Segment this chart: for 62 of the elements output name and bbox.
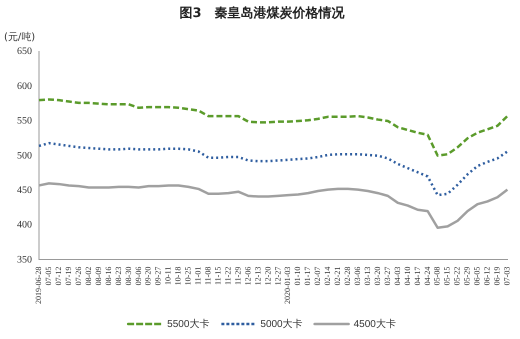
x-tick-label: 01-10 <box>293 266 302 286</box>
x-tick-label: 12-20 <box>263 266 272 286</box>
legend-label: 5000大卡 <box>260 318 303 330</box>
x-tick-label: 08-30 <box>124 266 133 286</box>
y-tick-label: 450 <box>17 184 32 196</box>
x-tick-label: 05-15 <box>442 266 452 286</box>
x-tick-label: 02-07 <box>313 266 322 286</box>
x-tick-label: 07-19 <box>64 266 73 286</box>
x-tick-label: 08-23 <box>114 266 123 286</box>
y-tick-label: 400 <box>17 220 32 231</box>
x-tick-label: 03-20 <box>372 266 382 286</box>
x-tick-label: 02-28 <box>343 266 352 286</box>
x-tick-label: 01-17 <box>303 266 312 286</box>
x-tick-label: 07-26 <box>74 266 83 286</box>
legend-label: 5500大卡 <box>167 318 210 330</box>
x-tick-label: 02-21 <box>333 266 342 286</box>
x-tick-label: 02-14 <box>323 266 332 286</box>
x-tick-label: 09-27 <box>154 266 163 286</box>
x-tick-label: 03-27 <box>382 266 392 286</box>
x-tick-label: 06-12 <box>482 266 492 286</box>
x-tick-label: 11-22 <box>223 266 232 286</box>
y-tick-label: 350 <box>17 254 32 266</box>
x-tick-label: 11-29 <box>233 266 242 286</box>
y-tick-label: 550 <box>17 116 32 127</box>
x-tick-label: 08-09 <box>94 266 103 286</box>
x-tick-label: 07-03 <box>502 266 512 286</box>
x-tick-label: 09-06 <box>134 266 143 286</box>
x-tick-label: 11-15 <box>213 266 222 286</box>
legend-label: 4500大卡 <box>354 318 396 330</box>
x-tick-label: 08-16 <box>104 266 113 286</box>
x-tick-label: 07-05 <box>44 266 54 286</box>
line-series <box>38 98 509 157</box>
x-tick-label: 05-08 <box>432 266 442 286</box>
x-tick-label: 11-01 <box>194 266 203 286</box>
x-tick-label: 10-18 <box>174 266 183 286</box>
x-tick-label: 05-22 <box>452 266 462 286</box>
x-tick-label: 03-06 <box>353 266 362 286</box>
x-tick-label: 06-05 <box>472 266 482 286</box>
y-tick-label: 500 <box>17 150 32 162</box>
x-tick-label: 04-10 <box>402 266 412 286</box>
chart-title: 图3 秦皇岛港煤炭价格情况 <box>179 6 346 22</box>
y-tick-label: 650 <box>17 46 32 58</box>
x-tick-label: 03-13 <box>362 266 372 286</box>
x-tick-label: 05-29 <box>462 266 472 286</box>
x-tick-label: 04-17 <box>412 266 422 286</box>
x-tick-label: 06-19 <box>492 266 502 286</box>
x-tick-label: 10-25 <box>184 266 193 286</box>
x-tick-label: 09-20 <box>144 266 153 286</box>
x-tick-label: 12-06 <box>243 266 252 286</box>
x-tick-label: 04-24 <box>422 266 432 286</box>
x-tick-label: 2020-01-03 <box>283 266 292 304</box>
line-series <box>38 142 509 196</box>
y-axis-title: (元/吨) <box>4 30 36 44</box>
x-tick-label: 12-27 <box>273 266 282 286</box>
x-tick-label: 12-13 <box>253 266 262 286</box>
x-tick-label: 08-02 <box>84 266 93 286</box>
x-tick-label: 07-12 <box>54 266 64 286</box>
x-tick-label: 11-08 <box>204 266 213 286</box>
x-tick-label: 10-11 <box>164 266 173 286</box>
y-tick-label: 600 <box>17 80 32 92</box>
x-tick-label: 2019-06-28 <box>34 266 44 304</box>
x-tick-label: 04-03 <box>392 266 402 286</box>
